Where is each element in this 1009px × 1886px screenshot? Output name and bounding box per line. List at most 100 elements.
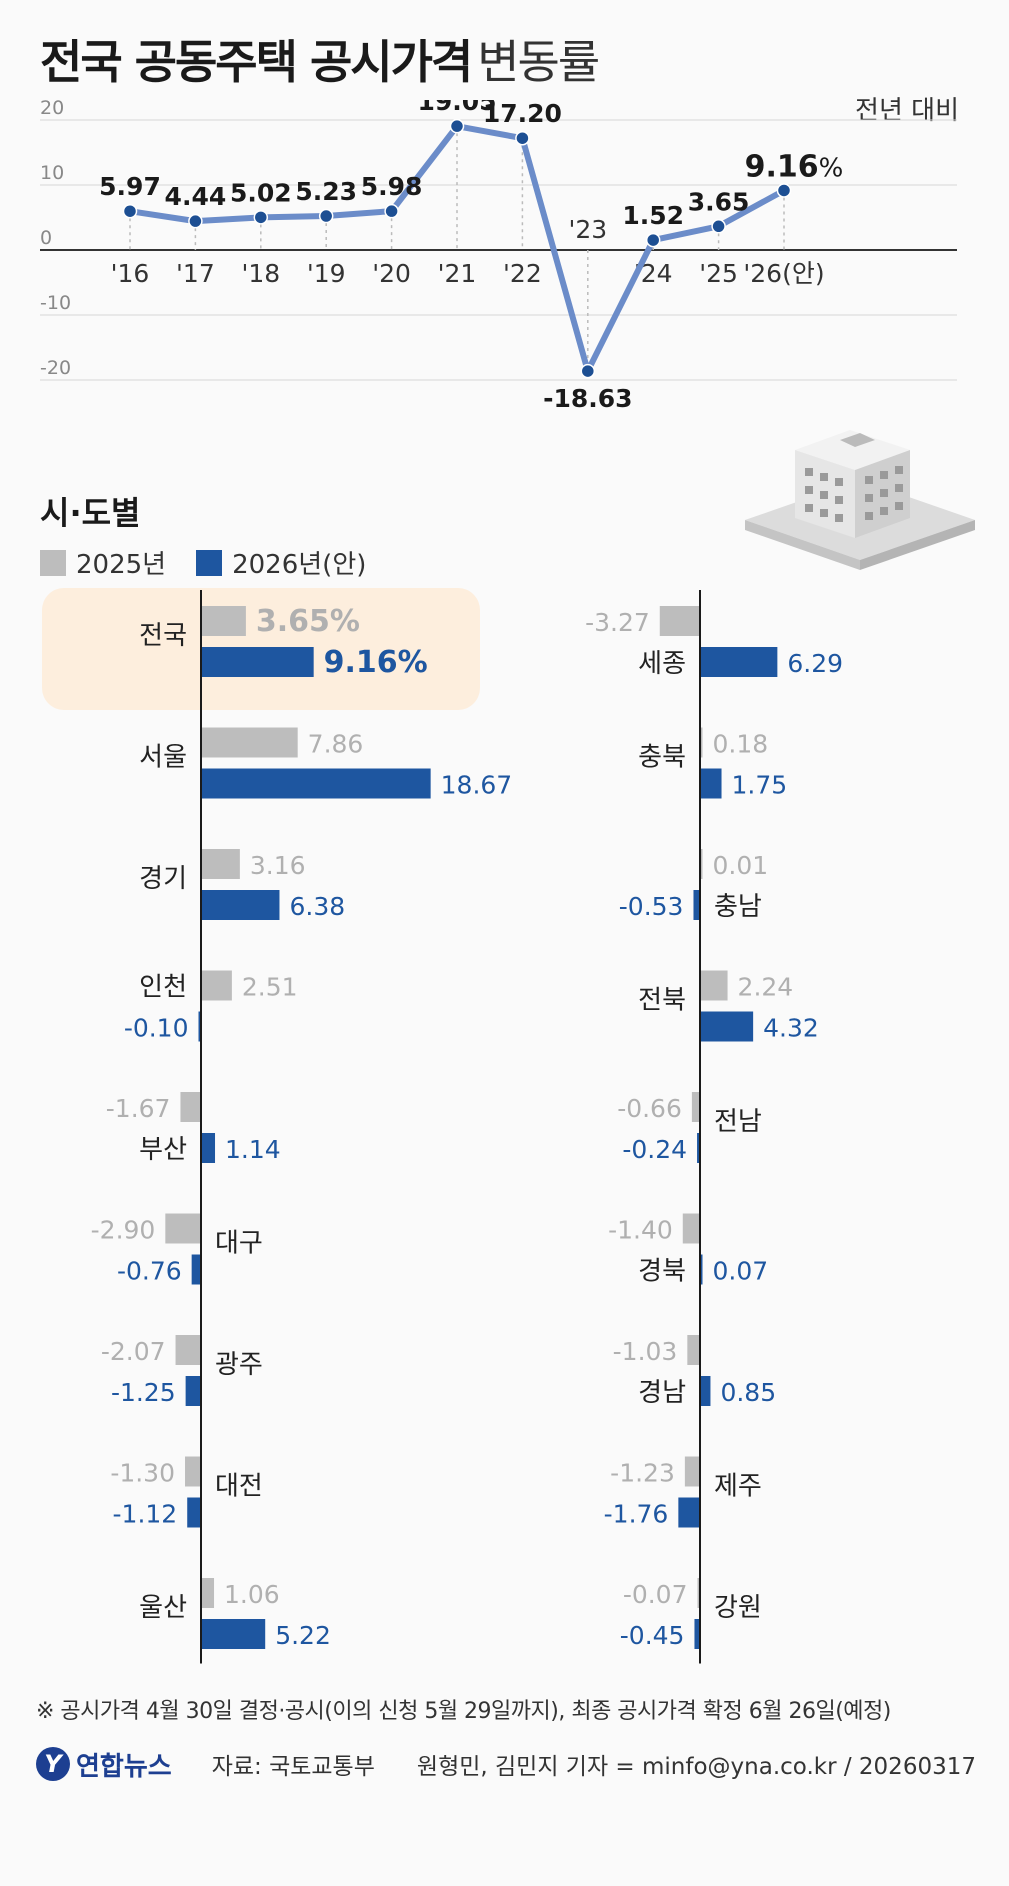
data-label: -18.63 [543, 384, 632, 413]
value-label-2026: -1.25 [111, 1378, 176, 1407]
value-label-2026: 4.32 [763, 1014, 819, 1043]
bar-2025 [691, 1092, 700, 1122]
bar-2026 [700, 1254, 703, 1285]
bar-2025 [201, 849, 240, 879]
value-label-2025: -1.03 [613, 1337, 678, 1366]
region-label: 전국 [139, 621, 187, 651]
value-label-2025: -1.30 [110, 1459, 175, 1488]
bar-chart: 3.65% 9.16% 전국 7.86 18.67 서울 3.16 6.38 경기 2.51 -0.… [42, 588, 843, 1664]
x-tick-label: '22 [503, 259, 542, 288]
y-tick-label: 0 [40, 227, 52, 249]
data-point [776, 183, 792, 198]
data-label: 1.52 [622, 201, 684, 230]
bar-2026 [700, 647, 778, 677]
value-label-2025: 7.86 [308, 730, 364, 759]
data-label: 3.65 [688, 187, 750, 216]
x-tick-label: '26(안) [743, 259, 824, 288]
x-tick-label: '25 [699, 259, 738, 288]
x-tick-label: '16 [111, 259, 150, 288]
x-tick-label: '21 [438, 259, 477, 288]
bar-2026 [694, 1619, 700, 1649]
credit-text: 원형민, 김민지 기자 = minfo@yna.co.kr / 20260317 [416, 1754, 976, 1780]
bar-2026 [201, 1619, 266, 1649]
y-tick-label: -20 [40, 357, 71, 379]
value-label-2025: -0.07 [623, 1580, 688, 1609]
source-text: 자료: 국토교통부 [211, 1754, 375, 1780]
region-label: 세종 [638, 649, 686, 679]
x-tick-label: '17 [176, 259, 215, 288]
data-point [515, 130, 530, 146]
value-label-2025: -1.40 [608, 1216, 673, 1245]
value-label-2026: 0.07 [713, 1257, 769, 1286]
data-label: 5.98 [361, 172, 423, 201]
bar-2026 [201, 890, 280, 920]
bar-2026 [700, 1011, 754, 1042]
data-point [580, 363, 596, 379]
data-label: 17.20 [483, 100, 562, 128]
value-label-2025: -3.27 [585, 608, 650, 637]
region-label: 광주 [215, 1350, 263, 1380]
data-label: 19.05 [417, 100, 496, 116]
data-point [449, 118, 465, 134]
region-label: 경북 [638, 1257, 686, 1287]
data-label: 5.02 [230, 178, 292, 207]
x-tick-label: '20 [372, 259, 411, 288]
section-title: 시·도별 [40, 494, 141, 532]
value-label-2026: -0.76 [117, 1257, 182, 1286]
region-label: 대전 [215, 1472, 263, 1502]
value-label-2025: 1.06 [224, 1580, 280, 1609]
region-label: 대구 [215, 1229, 263, 1259]
value-label-2026: -0.10 [124, 1014, 189, 1043]
data-point [318, 208, 334, 224]
region-label: 강원 [714, 1593, 762, 1623]
value-label-2026: -1.12 [113, 1500, 178, 1529]
value-label-2026: -1.76 [604, 1500, 669, 1529]
data-label-suffix: % [819, 153, 844, 183]
legend-swatch-2026 [196, 549, 223, 576]
bar-2026 [201, 647, 314, 677]
region-label: 인천 [139, 973, 187, 1003]
legend-swatch-2025 [40, 549, 66, 576]
value-label-2026: -0.24 [622, 1135, 687, 1164]
legend-item-2026: 2026년(안) [196, 544, 366, 581]
bar-2025 [697, 1578, 700, 1608]
logo-icon: Y [36, 1747, 70, 1781]
bar-2026 [700, 768, 722, 799]
value-label-2026: -0.53 [619, 892, 684, 921]
region-label: 충남 [714, 892, 762, 922]
footer: Y 연합뉴스 자료: 국토교통부 원형민, 김민지 기자 = minfo@yna… [36, 1742, 976, 1786]
value-label-2026: 1.14 [225, 1135, 281, 1164]
bar-2026 [678, 1497, 700, 1528]
logo-text: 연합뉴스 [76, 1751, 172, 1782]
bar-2025 [700, 970, 728, 1001]
bar-2025 [165, 1213, 201, 1244]
bar-2025 [185, 1456, 201, 1487]
page-title: 전국 공동주택 공시가격 변동률 [40, 26, 600, 92]
bar-2026 [187, 1497, 201, 1528]
value-label-2025: -1.23 [610, 1459, 675, 1488]
region-label: 서울 [139, 743, 187, 773]
value-label-2026: 1.75 [732, 771, 788, 800]
bar-2026 [191, 1254, 201, 1285]
value-label-2025: 2.24 [738, 973, 794, 1002]
region-label: 전북 [638, 986, 686, 1016]
bar-2025 [684, 1456, 700, 1487]
value-label-2025: 3.65% [256, 604, 360, 639]
bar-2025 [201, 970, 232, 1001]
y-tick-label: -10 [40, 292, 71, 314]
value-label-2026: 9.16% [324, 645, 428, 680]
y-axis-caption: 전년 대비 [855, 96, 959, 126]
footnote: ※ 공시가격 4월 30일 결정·공시(이의 신청 5월 29일까지), 최종 … [36, 1699, 891, 1724]
value-label-2026: 18.67 [441, 771, 513, 800]
title-sub: 변동률 [477, 35, 600, 89]
title-main: 전국 공동주택 공시가격 [40, 35, 473, 89]
bar-2025 [201, 727, 298, 758]
y-tick-label: 10 [40, 162, 64, 184]
y-tick-label: 20 [40, 100, 64, 119]
data-point [188, 213, 203, 229]
region-label: 울산 [139, 1593, 187, 1623]
value-label-2025: 0.18 [713, 730, 769, 759]
data-point [645, 232, 661, 248]
bar-2025 [175, 1335, 201, 1365]
data-label: 9.16% [745, 149, 844, 184]
